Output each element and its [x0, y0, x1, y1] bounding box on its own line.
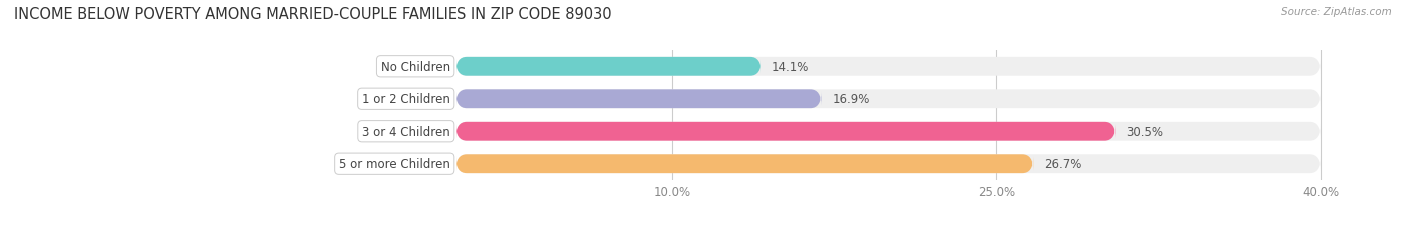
Text: 30.5%: 30.5%: [1126, 125, 1163, 138]
FancyBboxPatch shape: [456, 122, 1320, 141]
FancyBboxPatch shape: [456, 90, 1320, 109]
FancyBboxPatch shape: [456, 58, 761, 76]
FancyBboxPatch shape: [456, 90, 821, 109]
Text: 26.7%: 26.7%: [1045, 158, 1081, 170]
FancyBboxPatch shape: [456, 155, 1320, 173]
Text: 1 or 2 Children: 1 or 2 Children: [361, 93, 450, 106]
FancyBboxPatch shape: [456, 58, 1320, 76]
Text: 5 or more Children: 5 or more Children: [339, 158, 450, 170]
Text: 14.1%: 14.1%: [772, 61, 808, 73]
Text: No Children: No Children: [381, 61, 450, 73]
FancyBboxPatch shape: [456, 122, 1115, 141]
Text: Source: ZipAtlas.com: Source: ZipAtlas.com: [1281, 7, 1392, 17]
FancyBboxPatch shape: [456, 155, 1033, 173]
Text: INCOME BELOW POVERTY AMONG MARRIED-COUPLE FAMILIES IN ZIP CODE 89030: INCOME BELOW POVERTY AMONG MARRIED-COUPL…: [14, 7, 612, 22]
Text: 3 or 4 Children: 3 or 4 Children: [361, 125, 450, 138]
Text: 16.9%: 16.9%: [832, 93, 869, 106]
